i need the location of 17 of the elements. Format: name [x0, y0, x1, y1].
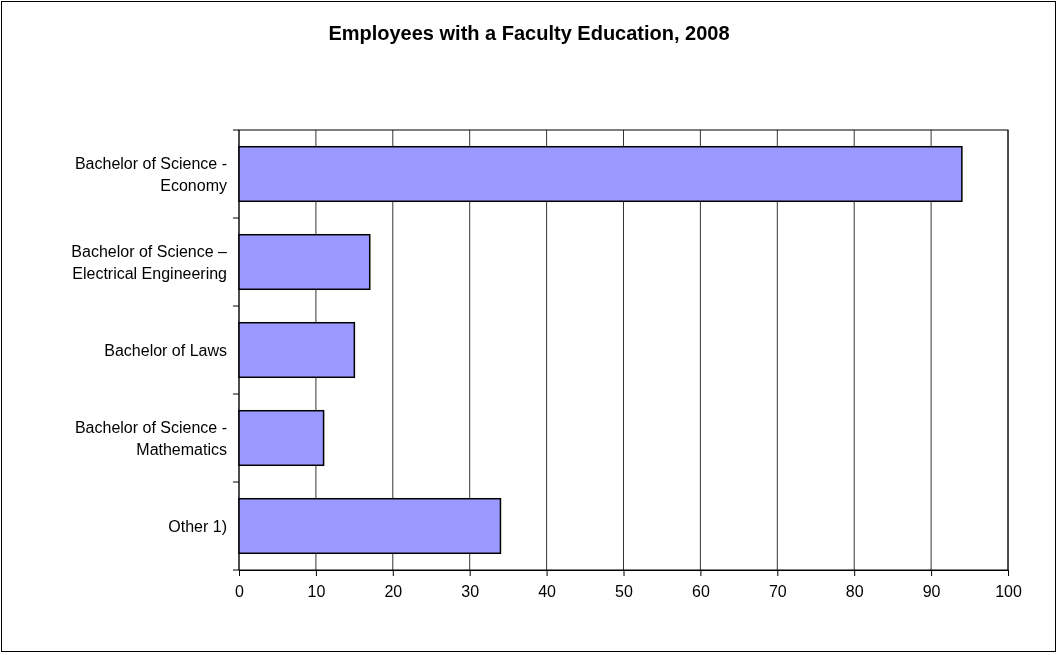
x-tick-label: 30: [461, 582, 480, 600]
x-tick-label: 40: [538, 582, 557, 600]
x-tick-label: 90: [922, 582, 941, 600]
x-tick-label: 0: [235, 582, 245, 600]
x-tick-label: 50: [615, 582, 633, 600]
y-tick-label: Bachelor of Science - Economy: [74, 155, 227, 194]
y-tick-label: Bachelor of Laws: [104, 342, 227, 359]
x-tick-label: 20: [384, 582, 403, 600]
x-tick-label: 80: [845, 582, 864, 600]
x-tick-label: 100: [995, 582, 1022, 600]
chart-title: Employees with a Faculty Education, 2008: [328, 22, 730, 44]
x-tick-label: 10: [307, 582, 326, 600]
y-tick-label: Bachelor of Science - Mathematics: [74, 419, 227, 458]
x-tick-label: 70: [768, 582, 787, 600]
x-tick-label: 60: [692, 582, 710, 600]
y-tick-label: Other 1): [168, 518, 227, 535]
y-tick-label: Bachelor of Science – Electrical Engineering: [71, 243, 228, 282]
